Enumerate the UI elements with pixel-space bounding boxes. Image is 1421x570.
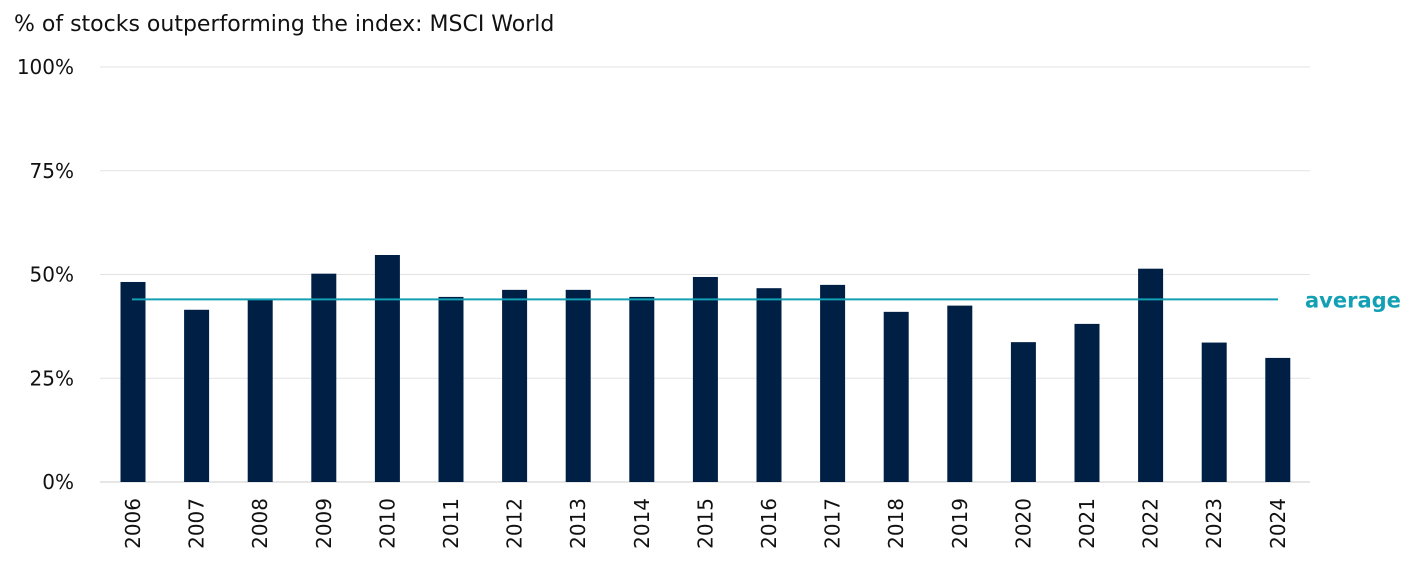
y-axis-ticks: 0% 25% 50% 75% 100% xyxy=(17,55,74,494)
bar-2023 xyxy=(1201,342,1227,482)
bar-2018 xyxy=(883,311,909,482)
bar-2013 xyxy=(565,289,591,482)
bar-2010 xyxy=(374,254,400,482)
x-tick-label: 2012 xyxy=(503,498,527,549)
x-tick-label: 2016 xyxy=(757,498,781,549)
x-tick-label: 2022 xyxy=(1139,498,1163,549)
bar-2022 xyxy=(1138,268,1164,482)
bar-2021 xyxy=(1074,323,1100,482)
bar-2017 xyxy=(820,284,846,482)
x-tick-label: 2018 xyxy=(884,498,908,549)
bar-2016 xyxy=(756,288,782,482)
y-tick-label: 100% xyxy=(17,55,74,79)
x-tick-label: 2014 xyxy=(630,498,654,549)
x-tick-label: 2009 xyxy=(312,498,336,549)
y-tick-label: 0% xyxy=(42,470,74,494)
bar-2024 xyxy=(1265,357,1291,482)
y-tick-label: 50% xyxy=(30,263,74,287)
bar-2012 xyxy=(502,289,528,482)
chart-title: % of stocks outperforming the index: MSC… xyxy=(14,12,555,37)
x-tick-label: 2013 xyxy=(566,498,590,549)
x-tick-label: 2017 xyxy=(821,498,845,549)
x-tick-label: 2024 xyxy=(1266,498,1290,549)
bar-2014 xyxy=(629,296,655,482)
average-label: average xyxy=(1305,288,1401,312)
x-tick-label: 2023 xyxy=(1202,498,1226,549)
y-tick-label: 75% xyxy=(30,159,74,183)
bar-2009 xyxy=(311,273,337,482)
bar-2015 xyxy=(692,276,718,482)
x-tick-label: 2008 xyxy=(248,498,272,549)
bar-2007 xyxy=(184,309,210,482)
x-tick-label: 2021 xyxy=(1075,498,1099,549)
bar-2006 xyxy=(120,281,146,482)
y-tick-label: 25% xyxy=(30,366,74,390)
x-tick-label: 2010 xyxy=(375,498,399,549)
bar-2008 xyxy=(247,298,273,482)
x-tick-label: 2011 xyxy=(439,498,463,549)
average-line-group: average xyxy=(132,288,1401,312)
bar-2011 xyxy=(438,296,464,482)
x-tick-label: 2015 xyxy=(693,498,717,549)
bars xyxy=(120,254,1291,482)
x-tick-label: 2006 xyxy=(121,498,145,549)
gridlines xyxy=(100,66,1310,483)
x-tick-label: 2019 xyxy=(948,498,972,549)
bar-2020 xyxy=(1010,342,1036,482)
x-tick-label: 2007 xyxy=(185,498,209,549)
x-tick-label: 2020 xyxy=(1011,498,1035,549)
bar-2019 xyxy=(947,305,973,482)
x-axis-ticks: 2006 2007 2008 2009 2010 2011 2012 2013 2014 2015… xyxy=(121,498,1290,549)
